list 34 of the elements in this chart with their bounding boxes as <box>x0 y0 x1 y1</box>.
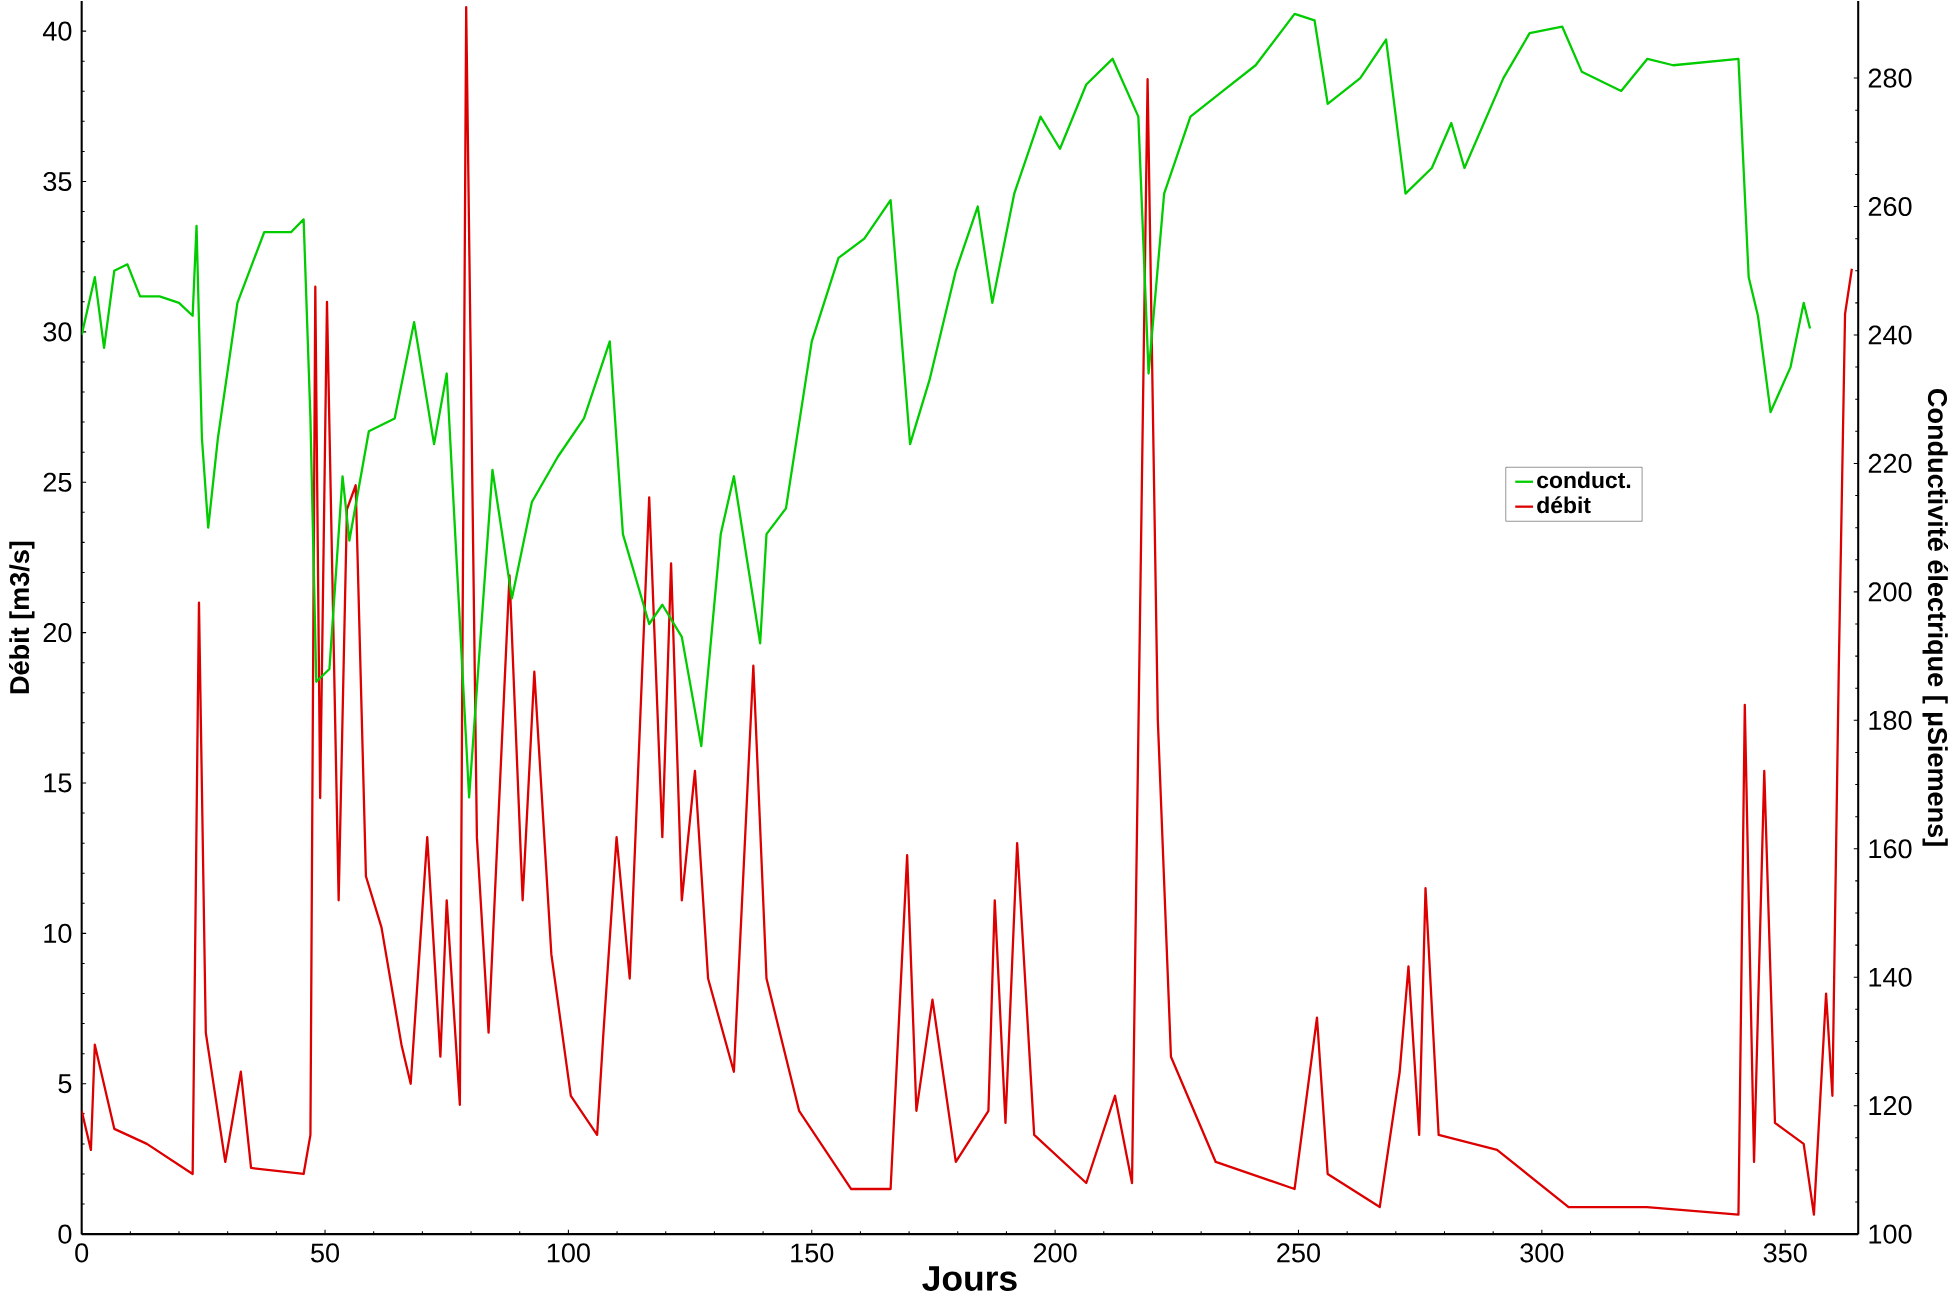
x-tick-label: 200 <box>1033 1243 1077 1263</box>
x-tick-label: 350 <box>1763 1243 1807 1263</box>
y-tick-label: 15 <box>44 773 72 793</box>
x-tick-label: 100 <box>547 1243 590 1263</box>
y-tick-label: 20 <box>43 623 72 643</box>
legend-label: conduct. <box>1537 471 1631 489</box>
y-axis-title: Débit [m3/s] <box>9 541 35 694</box>
y-tick-label: 40 <box>42 21 72 41</box>
y2-tick-label: 280 <box>1868 68 1912 88</box>
y2-tick-label: 140 <box>1869 967 1912 987</box>
y-tick-label: 10 <box>44 923 72 943</box>
y-tick-label: 35 <box>43 171 72 192</box>
x-tick-label: 250 <box>1277 1243 1320 1263</box>
y2-tick-label: 220 <box>1868 453 1912 474</box>
y2-tick-label: 100 <box>1869 1224 1912 1244</box>
x-tick-label: 0 <box>75 1243 89 1263</box>
line-series <box>81 12 1812 799</box>
y2-tick-label: 180 <box>1869 710 1912 730</box>
y2-tick-label: 200 <box>1868 582 1912 602</box>
line-series <box>81 5 1854 1216</box>
y2-tick-label: 240 <box>1868 325 1912 345</box>
y2-tick-label: 260 <box>1868 196 1912 217</box>
x-tick-label: 150 <box>791 1243 834 1263</box>
y-tick-label: 0 <box>58 1224 72 1244</box>
y2-axis-title: Conductivité électrique [ µSiemens] <box>1922 389 1948 846</box>
x-tick-label: 50 <box>311 1243 340 1263</box>
x-axis-title: Jours <box>922 1266 1017 1291</box>
x-tick-label: 300 <box>1520 1243 1564 1263</box>
y-tick-label: 5 <box>58 1074 72 1094</box>
y2-tick-label: 120 <box>1869 1096 1912 1116</box>
legend-label: débit <box>1537 496 1591 514</box>
y2-tick-label: 160 <box>1869 839 1912 859</box>
y-tick-label: 30 <box>43 322 72 342</box>
y-tick-label: 25 <box>43 472 72 492</box>
